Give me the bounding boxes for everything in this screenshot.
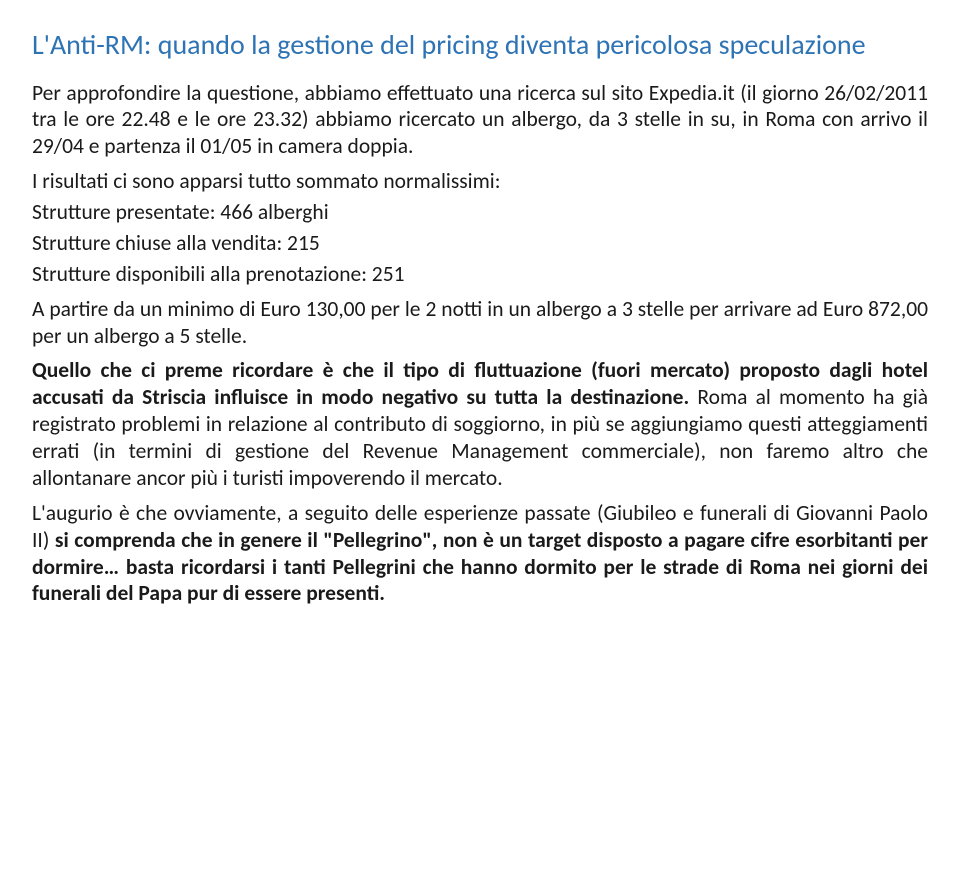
results-available: Strutture disponibili alla prenotazione:… <box>32 261 928 288</box>
results-intro: I risultati ci sono apparsi tutto sommat… <box>32 168 928 195</box>
results-closed: Strutture chiuse alla vendita: 215 <box>32 230 928 257</box>
results-presented: Strutture presentate: 466 alberghi <box>32 199 928 226</box>
paragraph-warning: Quello che ci preme ricordare è che il t… <box>32 357 928 491</box>
paragraph-closing: L'augurio è che ovviamente, a seguito de… <box>32 500 928 608</box>
closing-bold-text: si comprenda che in genere il "Pellegrin… <box>32 527 928 607</box>
page-title: L'Anti-RM: quando la gestione del pricin… <box>32 28 928 62</box>
paragraph-pricing: A partire da un minimo di Euro 130,00 pe… <box>32 296 928 350</box>
paragraph-intro: Per approfondire la questione, abbiamo e… <box>32 80 928 161</box>
